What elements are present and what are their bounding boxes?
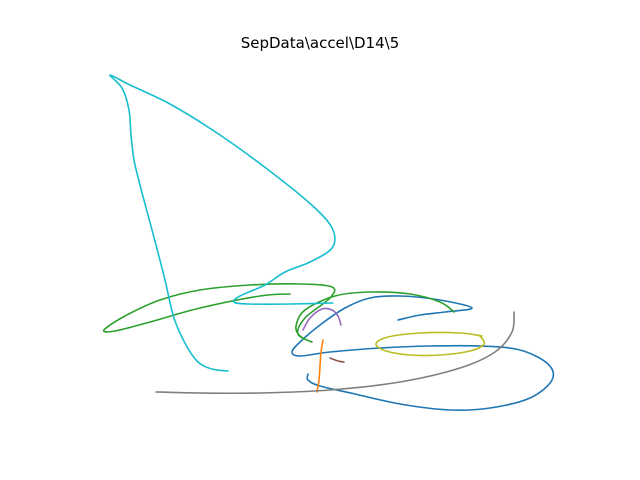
series-line-7 bbox=[375, 331, 486, 357]
chart-title: SepData\accel\D14\5 bbox=[240, 34, 400, 52]
series-line-5 bbox=[302, 307, 342, 331]
series-line-8 bbox=[109, 74, 336, 372]
series-line-3 bbox=[102, 283, 455, 343]
series-line-6 bbox=[155, 311, 515, 395]
series-line-2 bbox=[316, 339, 324, 393]
series-line-4 bbox=[329, 357, 345, 363]
